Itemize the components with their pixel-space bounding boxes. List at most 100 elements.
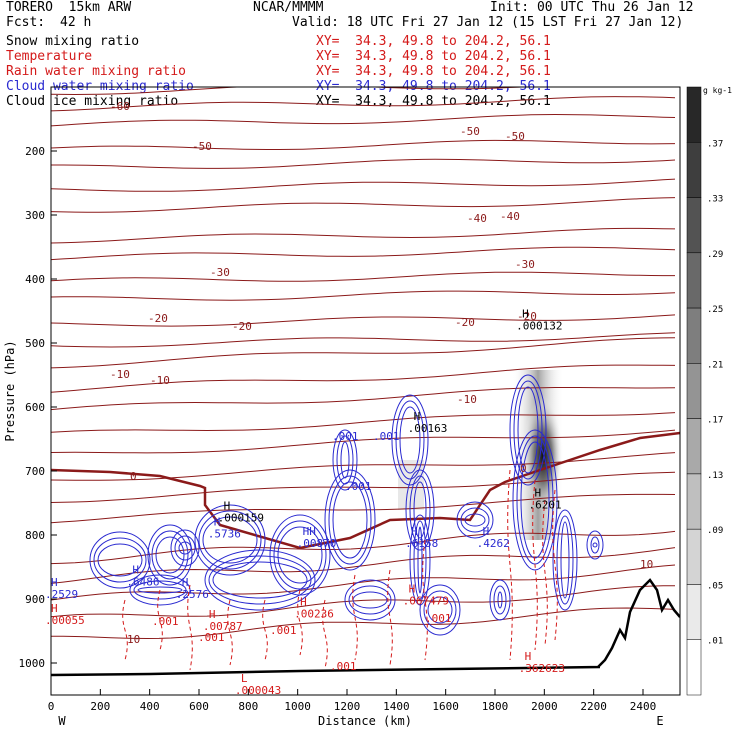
colorbar-label: .05 bbox=[707, 581, 723, 591]
colorbar-cell bbox=[686, 639, 702, 696]
cloud-water-contour bbox=[129, 574, 191, 606]
isotherm bbox=[51, 429, 676, 454]
isotherm-warm bbox=[51, 530, 676, 565]
isotherm-label: -10 bbox=[110, 368, 130, 381]
y-tick-label: 500 bbox=[25, 337, 45, 350]
cloud-water-contour bbox=[340, 441, 350, 479]
isotherm bbox=[51, 493, 676, 524]
colorbar-label: .13 bbox=[707, 471, 723, 481]
x-tick-label: 1600 bbox=[432, 700, 459, 713]
rain-water-contour bbox=[387, 569, 393, 666]
x-tick-label: 400 bbox=[140, 700, 160, 713]
cloud-water-contour bbox=[147, 524, 193, 586]
isotherm-label: -50 bbox=[460, 125, 480, 138]
colorbar-label: .17 bbox=[707, 416, 723, 426]
y-tick-label: 800 bbox=[25, 529, 45, 542]
extremum-value: .6201 bbox=[528, 499, 561, 512]
cloud-water-contour bbox=[423, 590, 457, 630]
cloud-water-contour bbox=[590, 536, 600, 554]
extremum-marker: H bbox=[483, 525, 490, 538]
rain-water-contour bbox=[542, 499, 548, 646]
y-axis-label: Pressure (hPa) bbox=[3, 340, 17, 441]
isotherm bbox=[51, 332, 676, 348]
colorbar: .01 .05 .09 .13 .17 .21 .25 .29 .33 .37 bbox=[686, 86, 723, 696]
x-axis-label: Distance (km) bbox=[318, 714, 412, 728]
cloud-water-contour bbox=[592, 542, 598, 548]
x-tick-label: 1400 bbox=[383, 700, 410, 713]
extremum-value: .5736 bbox=[208, 527, 241, 540]
colorbar-label: .21 bbox=[707, 360, 723, 370]
extremum-marker: H bbox=[182, 576, 189, 589]
cloud-water-contour bbox=[352, 591, 388, 609]
terrain-profile bbox=[51, 578, 680, 677]
rain-water-contour bbox=[507, 469, 513, 661]
isotherm bbox=[51, 314, 676, 327]
isotherm bbox=[51, 178, 676, 192]
x-tick-label: 200 bbox=[90, 700, 110, 713]
cloud-water-contour bbox=[405, 469, 435, 551]
extremum-value: .000159 bbox=[218, 511, 264, 524]
extremum-value: .00870 bbox=[297, 537, 337, 550]
extremum-marker: H bbox=[414, 410, 421, 423]
cloud-water-contour bbox=[391, 394, 429, 486]
cloud-water-contour bbox=[513, 380, 543, 480]
cloud-water-contour bbox=[328, 475, 372, 565]
y-tick-label: 1000 bbox=[19, 657, 46, 670]
rain-water-contour bbox=[187, 584, 193, 671]
cloud-water-contour bbox=[517, 386, 539, 474]
extremum-marker: H bbox=[300, 595, 307, 608]
cloud-water-contour bbox=[332, 429, 358, 491]
rain-water-contour bbox=[227, 599, 233, 666]
rain-water-contour bbox=[352, 574, 358, 661]
colorbar-label: .33 bbox=[707, 195, 723, 205]
cloud-water-contour bbox=[509, 374, 547, 486]
x-tick-label: 1200 bbox=[334, 700, 361, 713]
cloud-water-contour bbox=[413, 520, 427, 600]
colorbar-cell bbox=[686, 418, 702, 475]
y-tick-label: 900 bbox=[25, 593, 45, 606]
isotherm bbox=[51, 387, 676, 411]
forecast-hour: 42 h bbox=[60, 15, 92, 30]
cloud-water-contour bbox=[512, 429, 558, 571]
isotherm-label: -50 bbox=[192, 140, 212, 153]
rain-water-contour bbox=[262, 599, 268, 661]
isotherm-label: -10 bbox=[457, 393, 477, 406]
extremum-marker: H bbox=[409, 583, 416, 596]
cloud-water-contour bbox=[170, 529, 200, 567]
x-tick-label: 800 bbox=[238, 700, 258, 713]
valid-time: Valid: 18 UTC Fri 27 Jan 12 (15 LST Fri … bbox=[292, 15, 684, 30]
isotherm-label: 0 bbox=[130, 470, 137, 483]
colorbar-label: .37 bbox=[707, 139, 723, 149]
contour-value-label: .001 bbox=[345, 480, 372, 493]
cloud-water-contour bbox=[493, 585, 507, 615]
contour-value-label: .001 bbox=[198, 631, 225, 644]
isotherm-label: -20 bbox=[148, 312, 168, 325]
cloud-water-contour bbox=[151, 530, 189, 580]
isotherm-label: 10 bbox=[127, 633, 140, 646]
isotherm-label: 0 bbox=[520, 462, 527, 475]
left-endpoint-label: W bbox=[58, 714, 66, 728]
isotherm bbox=[51, 471, 676, 503]
field-xy-temperature: XY= 34.3, 49.8 to 204.2, 56.1 bbox=[316, 49, 551, 64]
extremum-value: .6486 bbox=[126, 575, 159, 588]
cloud-water-contour bbox=[556, 515, 574, 605]
rain-water-contour bbox=[157, 589, 163, 651]
cloud-water-contour bbox=[497, 591, 503, 609]
extremum-value: .2576 bbox=[176, 588, 209, 601]
colorbar-label: .09 bbox=[707, 526, 723, 536]
isotherm bbox=[51, 290, 676, 301]
colorbar-cell bbox=[686, 307, 702, 364]
org-label: NCAR/MMMM bbox=[253, 0, 324, 15]
x-tick-label: 2400 bbox=[630, 700, 657, 713]
cloud-water-contour bbox=[427, 596, 453, 624]
x-tick-label: 2200 bbox=[580, 700, 607, 713]
x-tick-label: 1800 bbox=[482, 700, 509, 713]
colorbar-cell bbox=[686, 363, 702, 419]
isotherm-warm bbox=[51, 585, 675, 618]
cloud-water-contour bbox=[137, 586, 183, 594]
y-tick-label: 400 bbox=[25, 273, 45, 286]
x-axis: 0 200 400 600 800 1000 1200 1400 1600 1800 2000 220… bbox=[48, 689, 657, 713]
cloud-water-contour bbox=[155, 536, 185, 574]
cloud-water-contour bbox=[489, 579, 511, 621]
